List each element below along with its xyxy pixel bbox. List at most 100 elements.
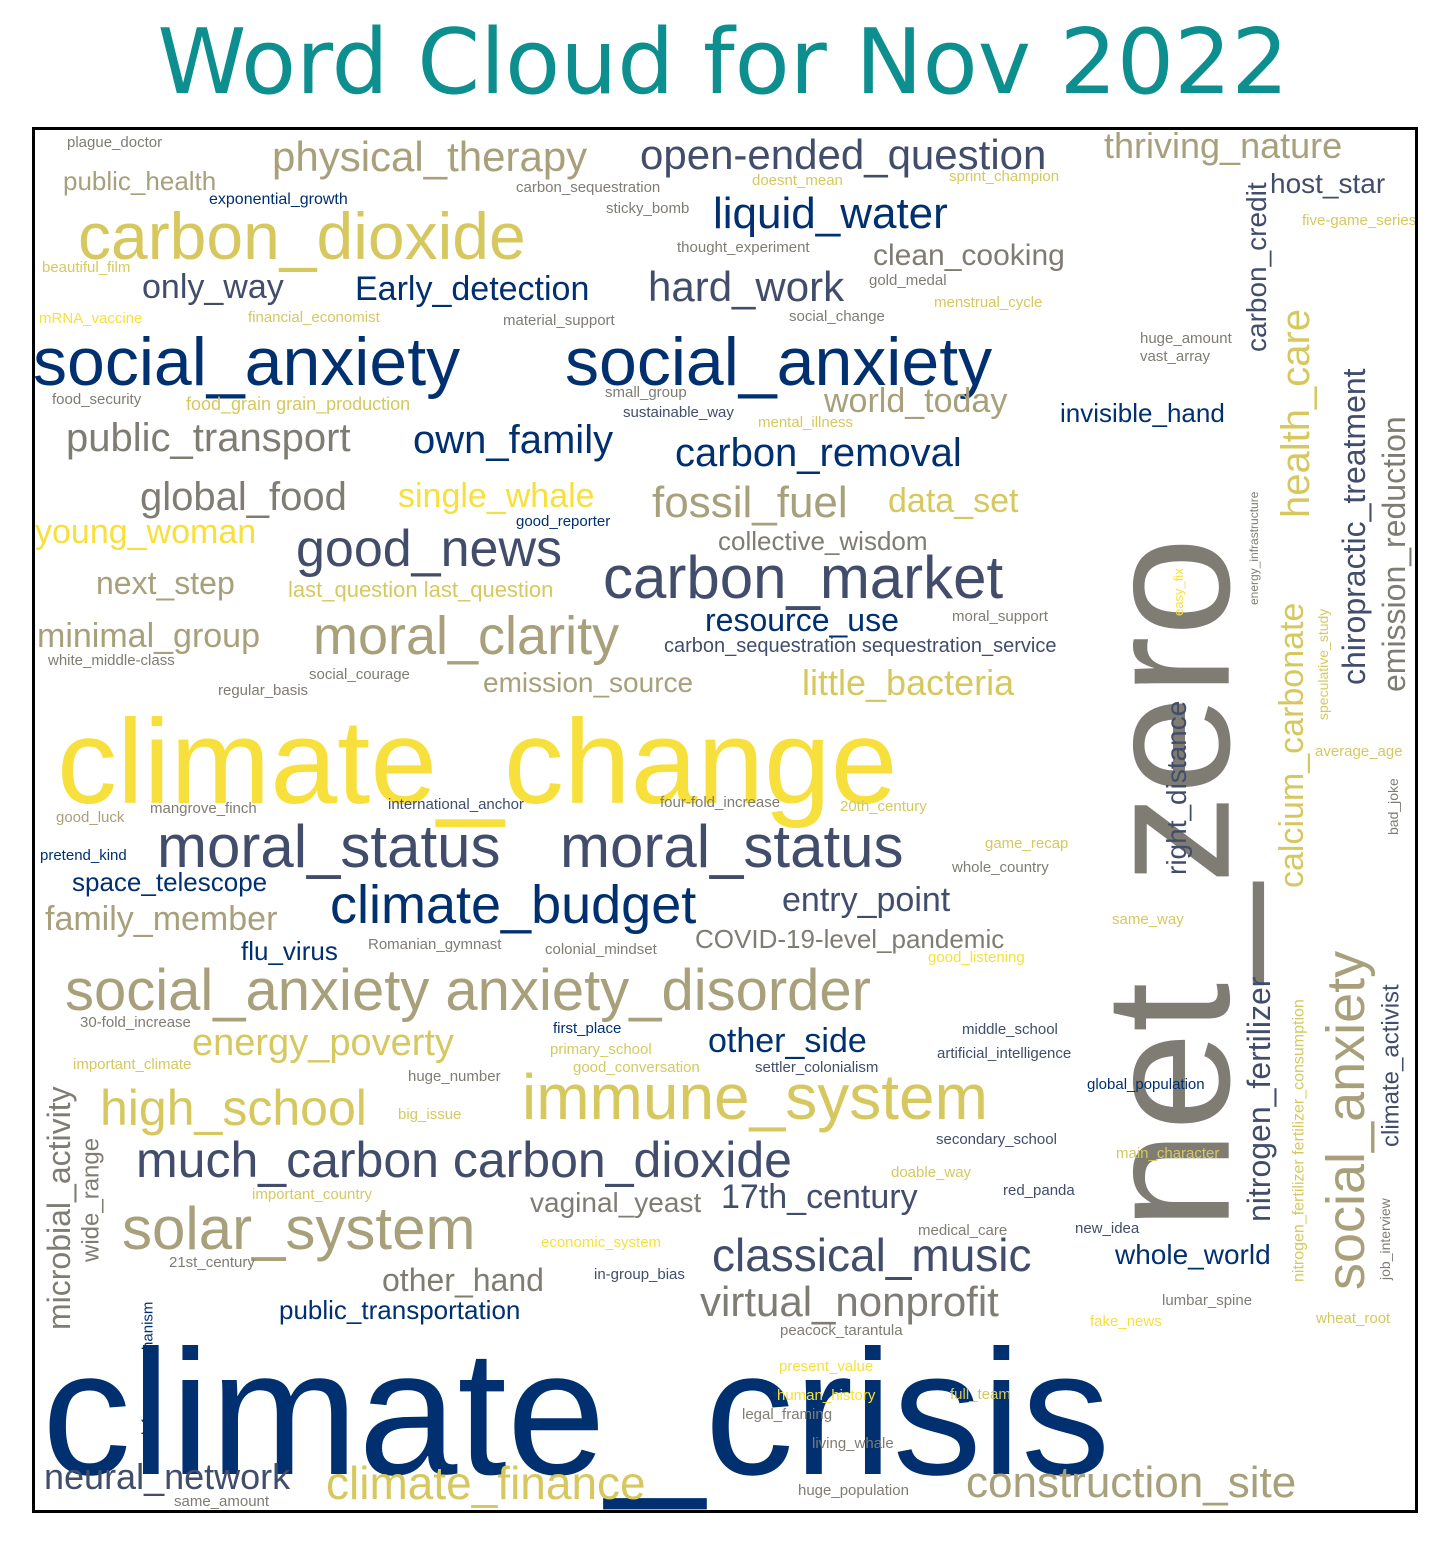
cloud-word: thought_experiment (677, 238, 810, 256)
cloud-word: whole_world (1115, 1239, 1271, 1271)
cloud-word: global_population (1087, 1075, 1205, 1093)
cloud-word: social_anxiety (33, 324, 461, 401)
cloud-word: vast_array (1140, 347, 1211, 365)
cloud-word: sticky_bomb (606, 199, 690, 217)
cloud-word: physical_therapy (272, 132, 588, 180)
cloud-word: job_interview (1377, 1198, 1394, 1280)
cloud-word: five-game_series (1302, 211, 1417, 229)
cloud-word: bad_joke (1385, 778, 1402, 835)
cloud-word: red_panda (1003, 1181, 1075, 1199)
cloud-word: middle_school (962, 1020, 1058, 1038)
cloud-word: pretend_kind (40, 846, 127, 864)
cloud-word: primary_school (550, 1040, 652, 1058)
cloud-word: solar_system (122, 1194, 476, 1262)
cloud-word: mRNA_vaccine (39, 309, 143, 327)
cloud-word: emission_source (483, 667, 694, 699)
cloud-word: sustainable_way (623, 403, 734, 421)
cloud-word: Early_detection (355, 270, 590, 309)
cloud-word: host_star (1270, 168, 1386, 200)
word-cloud-frame: climate_crisis net_zero climate_change soci… (32, 127, 1418, 1513)
cloud-word: chiropractic_treatment (1335, 368, 1372, 685)
cloud-word: good_luck (56, 808, 125, 826)
cloud-word: energy_infrastructure (1246, 491, 1261, 605)
cloud-word: sprint_champion (949, 167, 1060, 185)
cloud-word: fossil_fuel (652, 477, 848, 527)
cloud-word: other_side (708, 1022, 867, 1061)
cloud-word: clean_cooking (873, 239, 1065, 273)
cloud-word: menstrual_cycle (934, 293, 1043, 311)
cloud-word: human_history (777, 1386, 876, 1404)
cloud-word: carbon_sequestration sequestration_servi… (664, 634, 1057, 657)
cloud-word: nitrogen_fertilizer (1240, 976, 1277, 1222)
cloud-word: calcium_carbonate (1273, 602, 1312, 888)
cloud-word: vaginal_yeast (530, 1187, 702, 1219)
cloud-word: important_country (252, 1185, 373, 1203)
cloud-word: public_health (63, 165, 217, 196)
cloud-word: next_step (96, 564, 235, 601)
page-title: Word Cloud for Nov 2022 (157, 10, 1289, 115)
cloud-word: big_issue (398, 1105, 462, 1123)
cloud-word: medical_care (918, 1221, 1008, 1239)
cloud-word: 21st_century (169, 1253, 255, 1271)
cloud-word: plague_doctor (67, 133, 163, 151)
cloud-word: international_anchor (388, 795, 524, 813)
cloud-word: legal_framing (742, 1405, 833, 1423)
cloud-word: nitrogen_fertilizer fertilizer_consumpti… (1290, 999, 1308, 1282)
cloud-word: last_question last_question (288, 576, 554, 602)
cloud-word: Romanian_gymnast (368, 935, 502, 953)
cloud-word: invisible_hand (1060, 397, 1225, 428)
cloud-word: entry_point (782, 881, 951, 920)
cloud-word: net_zero (1067, 537, 1267, 1230)
cloud-word: climate_crisis (42, 1313, 1111, 1513)
cloud-word: food_grain grain_production (186, 394, 411, 415)
cloud-word: 17th_century (721, 1178, 918, 1217)
cloud-word: financial_economist (248, 308, 380, 326)
cloud-word: classical_music (712, 1229, 1032, 1282)
cloud-word: energy_poverty (192, 1021, 454, 1064)
cloud-word: in-group_bias (594, 1265, 685, 1283)
cloud-word: social_courage (309, 665, 410, 683)
cloud-word: huge_number (408, 1067, 501, 1085)
cloud-word: other_hand (382, 1261, 544, 1298)
cloud-word: space_telescope (72, 866, 268, 897)
cloud-word: world_today (824, 382, 1008, 421)
cloud-word: moral_clarity (313, 605, 620, 666)
cloud-word: moral_status (560, 812, 904, 880)
cloud-word: data_set (888, 482, 1019, 521)
cloud-word: minimal_group (37, 617, 260, 656)
cloud-word: social_change (789, 307, 885, 325)
cloud-word: liquid_water (713, 188, 948, 238)
cloud-word: doesnt_mean (752, 171, 843, 189)
cloud-word: first_place (553, 1019, 622, 1037)
cloud-word: open-ended_question (640, 130, 1047, 178)
cloud-word: gold_medal (869, 271, 947, 289)
cloud-word: construction_site (966, 1457, 1297, 1507)
cloud-word: whole_country (952, 858, 1049, 876)
cloud-word: living_whale (812, 1434, 894, 1452)
cloud-word: flu_virus (241, 935, 338, 966)
cloud-word: only_way (142, 268, 284, 307)
cloud-word: public_transportation (279, 1294, 521, 1325)
cloud-word: collective_wisdom (718, 525, 928, 556)
cloud-word: COVID-19-level_pandemic (695, 923, 1005, 954)
cloud-word: lumbar_spine (1162, 1291, 1253, 1309)
cloud-word: average_age (1315, 742, 1403, 760)
cloud-word: neural_network (44, 1456, 291, 1498)
cloud-word: own_family (413, 418, 614, 463)
cloud-word: four-fold_increase (660, 793, 781, 811)
cloud-word: young_woman (35, 513, 257, 552)
cloud-word: carbon_dioxide (78, 198, 526, 273)
cloud-word: moral_status (157, 812, 501, 880)
cloud-word: important_climate (73, 1055, 192, 1073)
cloud-word: carbon_removal (675, 431, 962, 476)
cloud-word: regular_basis (218, 681, 309, 699)
cloud-word: same_amount (174, 1492, 270, 1510)
cloud-word: social_anxiety (1316, 950, 1377, 1290)
cloud-word: 30-fold_increase (80, 1013, 191, 1031)
cloud-word: moral_support (952, 607, 1048, 625)
cloud-word: present_value (779, 1357, 874, 1375)
cloud-word: mental_illness (758, 413, 854, 431)
cloud-word: small_group (605, 383, 687, 401)
cloud-word: single_whale (398, 477, 595, 516)
cloud-word: main_character (1116, 1144, 1220, 1162)
